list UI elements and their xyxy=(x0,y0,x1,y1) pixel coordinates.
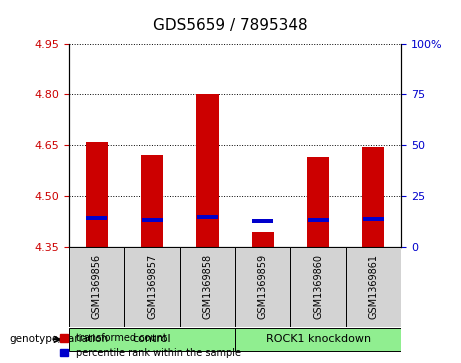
Text: GSM1369861: GSM1369861 xyxy=(368,254,378,319)
Text: GSM1369860: GSM1369860 xyxy=(313,254,323,319)
Text: GSM1369857: GSM1369857 xyxy=(147,254,157,319)
Bar xyxy=(363,217,384,221)
Bar xyxy=(252,219,273,224)
FancyBboxPatch shape xyxy=(124,247,180,327)
FancyBboxPatch shape xyxy=(69,328,235,351)
FancyBboxPatch shape xyxy=(346,247,401,327)
Bar xyxy=(307,218,329,222)
Bar xyxy=(362,147,384,247)
Bar xyxy=(197,215,218,219)
Text: GSM1369858: GSM1369858 xyxy=(202,254,213,319)
Bar xyxy=(307,157,329,247)
Bar xyxy=(196,94,219,247)
Bar xyxy=(86,142,108,247)
Legend: transformed count, percentile rank within the sample: transformed count, percentile rank withi… xyxy=(60,333,241,358)
Text: GSM1369856: GSM1369856 xyxy=(92,254,102,319)
Bar xyxy=(141,155,163,247)
FancyBboxPatch shape xyxy=(290,247,346,327)
Text: genotype/variation: genotype/variation xyxy=(9,334,108,344)
Text: GDS5659 / 7895348: GDS5659 / 7895348 xyxy=(153,18,308,33)
Bar xyxy=(252,232,274,247)
FancyBboxPatch shape xyxy=(180,247,235,327)
Text: control: control xyxy=(133,334,171,344)
Bar xyxy=(142,219,163,223)
Bar xyxy=(86,216,107,220)
FancyBboxPatch shape xyxy=(69,247,124,327)
FancyBboxPatch shape xyxy=(235,328,401,351)
Text: ROCK1 knockdown: ROCK1 knockdown xyxy=(266,334,371,344)
Text: GSM1369859: GSM1369859 xyxy=(258,254,268,319)
FancyBboxPatch shape xyxy=(235,247,290,327)
